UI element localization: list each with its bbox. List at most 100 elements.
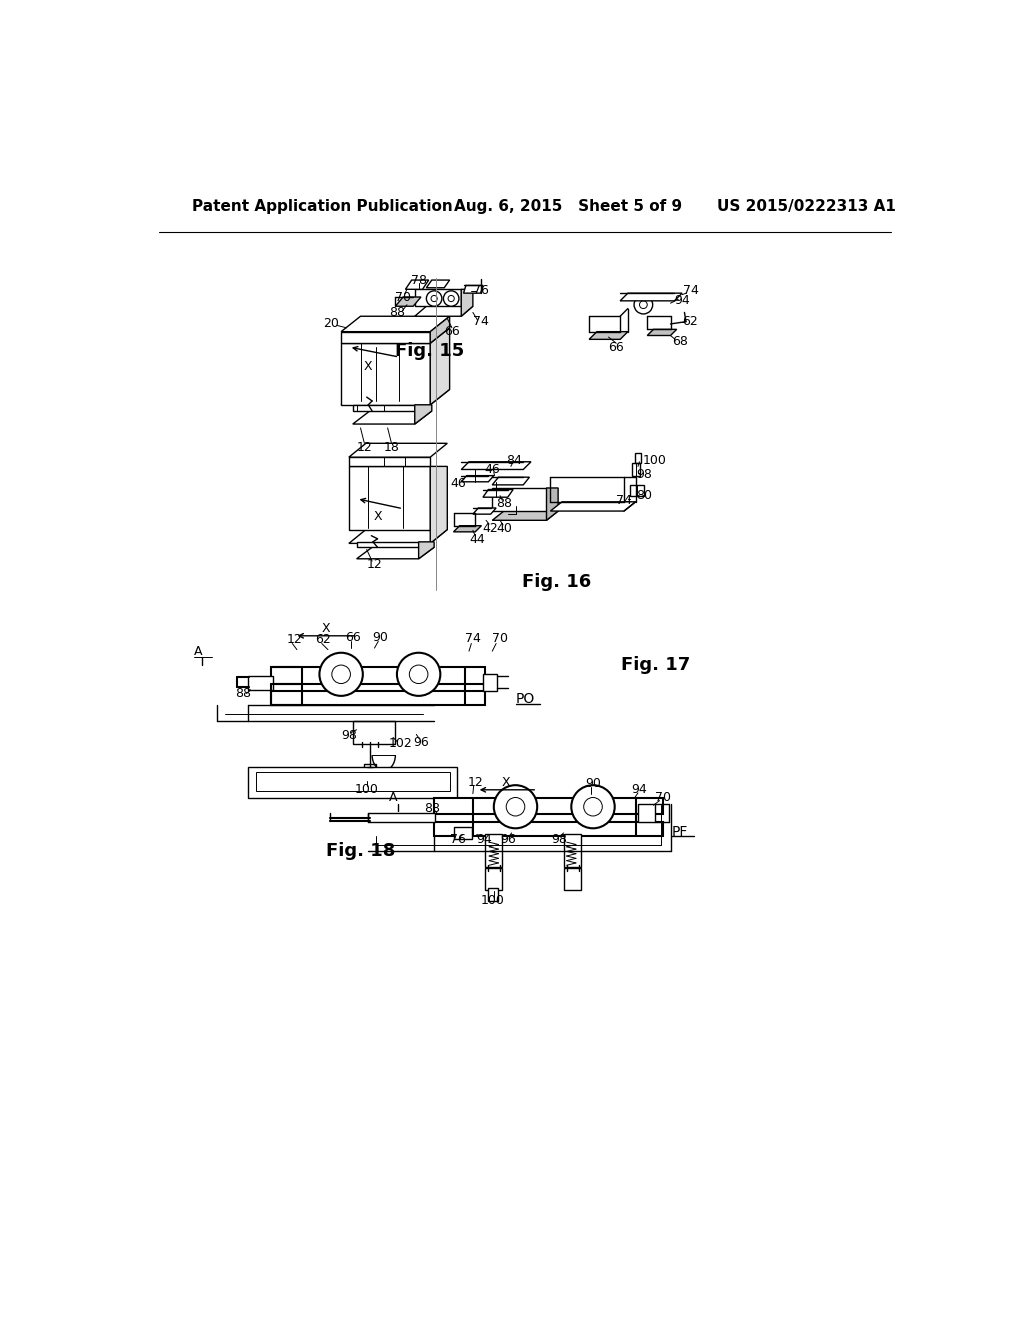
Bar [271,667,484,684]
Text: 44: 44 [469,533,484,546]
Text: 88: 88 [496,496,512,510]
Text: Aug. 6, 2015   Sheet 5 of 9: Aug. 6, 2015 Sheet 5 of 9 [454,198,682,214]
Polygon shape [415,306,473,317]
Circle shape [506,797,524,816]
Polygon shape [547,488,558,520]
Text: Fig. 15: Fig. 15 [395,342,465,360]
Text: X: X [364,360,373,372]
Bar [632,463,640,475]
Text: A: A [389,791,397,804]
Polygon shape [349,457,430,466]
Text: 96: 96 [413,735,429,748]
Text: X: X [502,776,511,788]
Text: 88: 88 [425,801,440,814]
Text: 46: 46 [484,463,500,477]
Bar [248,767,458,797]
Text: 66: 66 [444,325,460,338]
Text: 80: 80 [636,490,652,502]
Text: 12: 12 [467,776,483,788]
Text: 90: 90 [372,631,388,644]
Circle shape [332,665,350,684]
Circle shape [584,797,602,816]
Polygon shape [454,525,481,532]
Text: 76: 76 [473,284,488,297]
Bar [384,457,406,466]
Text: 78: 78 [411,273,427,286]
Circle shape [426,290,442,306]
Polygon shape [415,289,461,306]
Bar [630,484,644,496]
Polygon shape [341,317,450,331]
Text: Fig. 18: Fig. 18 [326,842,395,861]
Text: 62: 62 [682,315,697,329]
Text: 66: 66 [345,631,360,644]
Text: 12: 12 [287,634,302,647]
Text: US 2015/0222313 A1: US 2015/0222313 A1 [717,198,896,214]
Circle shape [449,296,455,302]
Circle shape [410,665,428,684]
Text: 40: 40 [497,521,513,535]
Text: Patent Application Publication: Patent Application Publication [191,198,453,214]
Polygon shape [341,331,430,343]
Polygon shape [406,280,429,289]
Polygon shape [493,478,529,484]
Text: 98: 98 [341,730,356,742]
Text: 94: 94 [674,294,690,308]
Bar [369,813,435,822]
Polygon shape [483,490,513,498]
Bar [271,692,484,705]
Text: 98: 98 [636,467,652,480]
Bar [365,764,376,779]
Text: 100: 100 [643,454,667,467]
Text: 100: 100 [354,783,379,796]
Text: 20: 20 [324,317,339,330]
Text: 88: 88 [389,306,404,319]
Polygon shape [621,293,682,301]
Text: 18: 18 [384,441,399,454]
Text: 74: 74 [683,284,698,297]
Bar [638,804,655,822]
Bar [248,676,273,689]
Bar [635,453,641,463]
Polygon shape [349,466,430,529]
Bar [563,869,581,890]
Circle shape [571,785,614,829]
Text: 12: 12 [367,558,382,572]
Text: 70: 70 [654,791,671,804]
Polygon shape [464,285,483,293]
Text: X: X [373,510,382,523]
Text: 62: 62 [315,634,331,647]
Polygon shape [426,280,450,288]
Polygon shape [356,543,419,548]
Bar [352,721,395,743]
Text: 66: 66 [608,341,624,354]
Circle shape [640,301,647,309]
Polygon shape [352,411,432,424]
Text: 76: 76 [451,833,466,846]
Polygon shape [349,529,447,544]
Text: PO: PO [515,692,535,706]
Bar [434,797,663,814]
Circle shape [443,290,459,306]
Bar [563,834,581,867]
Polygon shape [349,444,447,457]
Polygon shape [430,327,450,405]
Bar [484,834,502,867]
Polygon shape [352,405,415,411]
Bar [487,888,499,900]
Text: 74: 74 [616,494,632,507]
Text: 12: 12 [356,441,373,454]
Circle shape [397,653,440,696]
Bar [256,772,450,792]
Text: A: A [194,644,202,657]
Bar [454,826,472,840]
Text: X: X [322,622,330,635]
Text: 100: 100 [480,894,504,907]
Polygon shape [341,389,450,405]
Polygon shape [430,317,450,343]
Text: 90: 90 [585,777,601,791]
Text: 94: 94 [632,783,647,796]
Circle shape [634,296,652,314]
Text: Fig. 16: Fig. 16 [521,573,591,591]
Polygon shape [419,543,434,558]
